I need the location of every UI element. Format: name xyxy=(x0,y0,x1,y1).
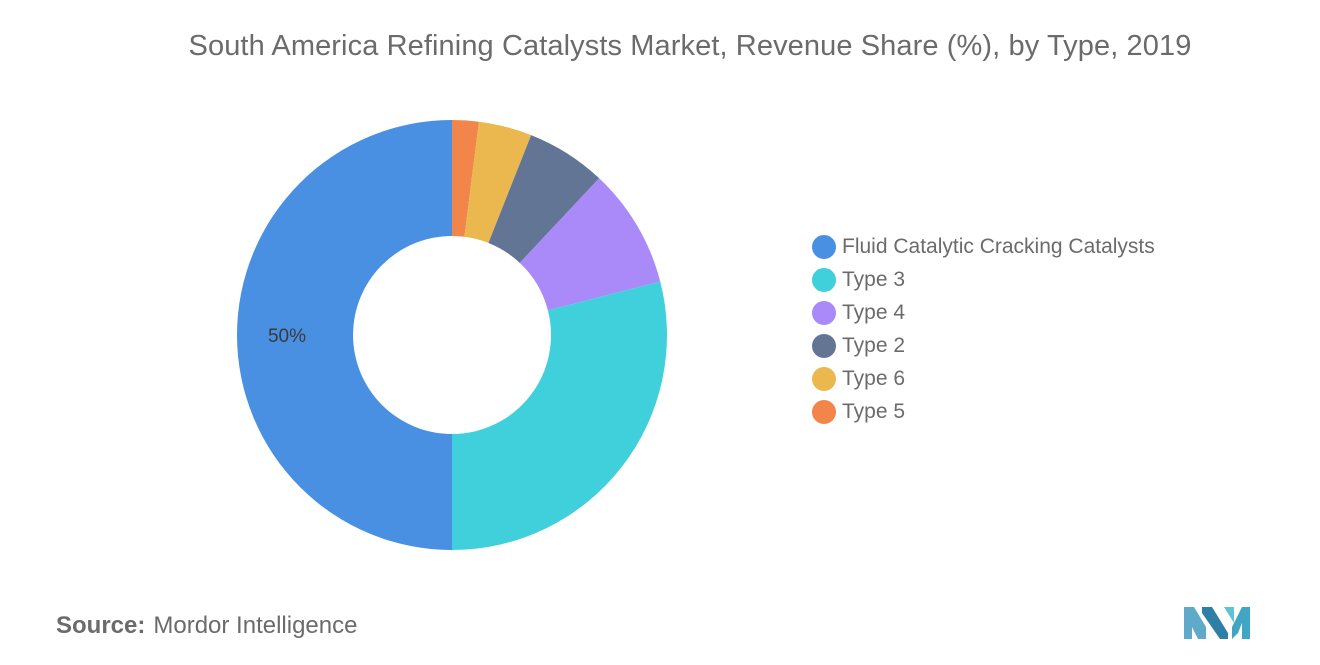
legend-item: Fluid Catalytic Cracking Catalysts xyxy=(812,230,1155,263)
slice-label: 50% xyxy=(268,326,306,347)
donut-slices xyxy=(237,120,667,550)
legend-label: Type 3 xyxy=(842,267,906,291)
slice-type-6 xyxy=(464,121,532,243)
slice-fluid-catalytic-cracking-catalysts xyxy=(237,120,452,550)
legend-label: Type 4 xyxy=(842,300,906,324)
legend-label: Type 2 xyxy=(842,333,906,357)
source-value: Mordor Intelligence xyxy=(153,612,358,639)
source-label: Source: xyxy=(56,612,146,639)
slice-type-5 xyxy=(452,120,479,237)
legend-label: Fluid Catalytic Cracking Catalysts xyxy=(842,234,1155,258)
donut-slice-labels: 50% xyxy=(268,326,306,347)
slice-type-3 xyxy=(452,281,667,550)
slice-type-4 xyxy=(519,178,661,311)
mordor-intelligence-logo xyxy=(1184,607,1250,639)
legend-item: Type 5 xyxy=(812,395,1155,428)
chart-title: South America Refining Catalysts Market,… xyxy=(188,30,1192,62)
legend-label: Type 5 xyxy=(842,399,906,423)
legend-item: Type 3 xyxy=(812,263,1155,296)
legend-swatch xyxy=(812,366,836,391)
legend-swatch xyxy=(812,333,836,358)
legend-item: Type 4 xyxy=(812,296,1155,329)
legend-swatch xyxy=(812,399,836,424)
legend-swatch xyxy=(812,267,836,292)
source-note: Source: Mordor Intelligence xyxy=(56,612,357,640)
legend-item: Type 2 xyxy=(812,329,1155,362)
slice-type-2 xyxy=(488,135,600,263)
legend-swatch xyxy=(812,300,836,325)
legend-swatch xyxy=(812,234,836,259)
legend-label: Type 6 xyxy=(842,366,906,390)
chart-legend: Fluid Catalytic Cracking Catalysts Type 3… xyxy=(812,230,1155,428)
legend-item: Type 6 xyxy=(812,362,1155,395)
